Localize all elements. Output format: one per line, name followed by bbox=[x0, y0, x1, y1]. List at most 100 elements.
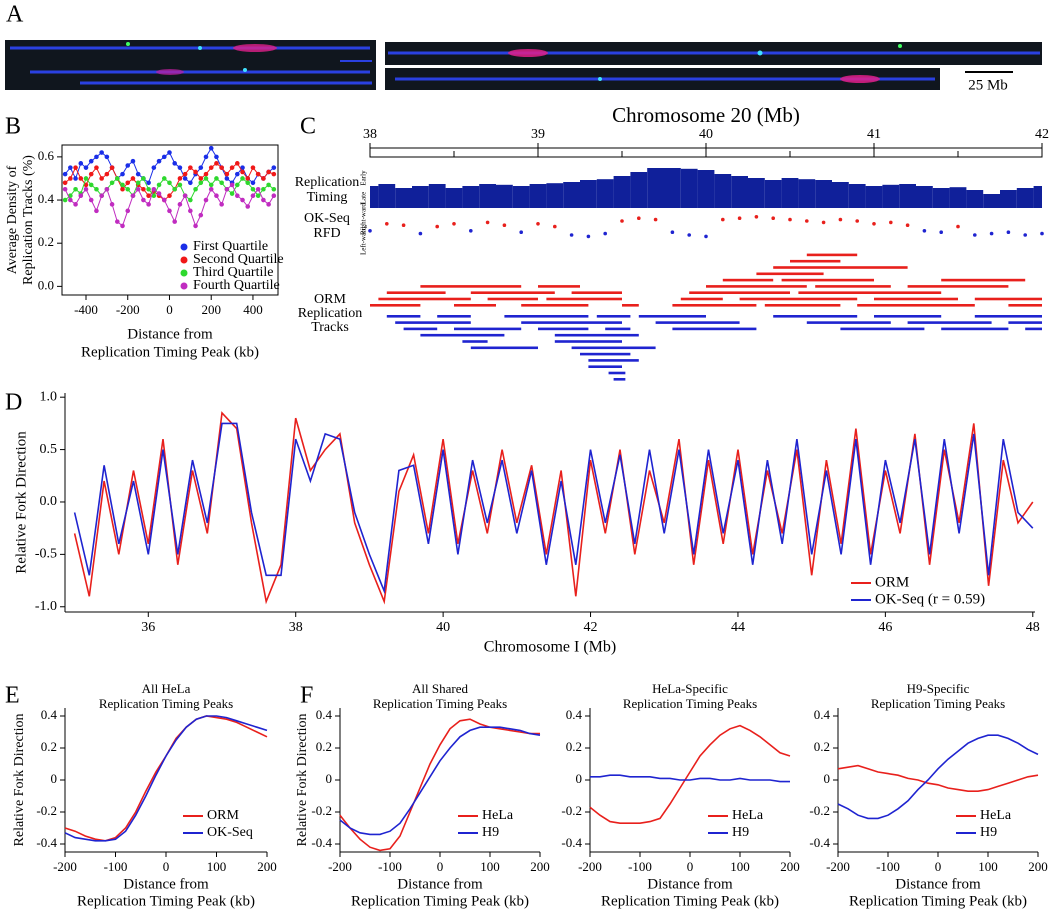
replication-track bbox=[395, 321, 471, 324]
panel-letter: B bbox=[5, 114, 21, 140]
data-point bbox=[156, 191, 162, 196]
data-point bbox=[120, 171, 125, 177]
y-tick-label: 0.4 bbox=[814, 707, 831, 722]
data-point bbox=[68, 197, 73, 203]
data-point bbox=[203, 171, 209, 177]
replication-track bbox=[806, 321, 891, 324]
rfd-point bbox=[788, 217, 792, 222]
rfd-point bbox=[569, 233, 574, 237]
rfd-point bbox=[721, 217, 725, 222]
legend-label: Third Quartile bbox=[193, 265, 273, 280]
y-tick-label: 0.5 bbox=[40, 442, 58, 457]
replication-track bbox=[588, 359, 639, 362]
timing-bar bbox=[949, 187, 967, 208]
y-tick-label: 0.2 bbox=[566, 739, 582, 754]
label-signal bbox=[198, 46, 202, 50]
timing-bar bbox=[546, 183, 564, 208]
timing-bar bbox=[865, 186, 883, 208]
replication-track bbox=[638, 315, 706, 318]
replication-track bbox=[608, 371, 626, 375]
data-point bbox=[135, 186, 141, 192]
data-point bbox=[271, 165, 277, 170]
x-tick-label: 38 bbox=[289, 620, 303, 635]
data-point bbox=[167, 193, 172, 199]
replication-track bbox=[773, 315, 858, 318]
track-axis-label: Late bbox=[360, 192, 368, 204]
data-point bbox=[130, 193, 136, 199]
data-point bbox=[109, 180, 115, 186]
x-tick-label: -200 bbox=[826, 859, 850, 874]
data-point bbox=[177, 176, 183, 181]
x-tick-label: 39 bbox=[531, 127, 545, 142]
legend-label: HeLa bbox=[980, 808, 1012, 823]
replication-track bbox=[596, 315, 631, 318]
replication-track bbox=[487, 297, 538, 301]
replication-track bbox=[907, 321, 992, 324]
series-line bbox=[837, 734, 1039, 820]
y-tick-label: 0 bbox=[326, 771, 333, 786]
x-tick-label: 100 bbox=[480, 859, 500, 874]
y-tick-label: 0.4 bbox=[316, 707, 333, 722]
data-point bbox=[120, 186, 125, 192]
rfd-point bbox=[469, 229, 473, 233]
timing-bar bbox=[882, 184, 900, 208]
replication-track bbox=[1025, 327, 1042, 331]
data-point bbox=[219, 180, 224, 186]
x-tick-label: 200 bbox=[257, 859, 277, 874]
chart-title: Replication Timing Peaks bbox=[99, 696, 233, 711]
replication-track bbox=[622, 304, 639, 307]
x-axis-label: Distance from bbox=[127, 326, 213, 342]
data-point bbox=[167, 180, 172, 186]
data-point bbox=[88, 182, 94, 188]
rfd-point bbox=[670, 230, 675, 234]
replication-track bbox=[571, 346, 656, 350]
replication-track bbox=[756, 272, 824, 276]
data-point bbox=[203, 176, 209, 181]
timing-bar bbox=[899, 184, 916, 208]
plot-frame bbox=[61, 144, 279, 296]
timing-bar bbox=[378, 184, 396, 208]
x-tick-label: 100 bbox=[207, 859, 227, 874]
y-tick-label: -0.5 bbox=[35, 547, 57, 562]
x-tick-label: 200 bbox=[780, 859, 800, 874]
data-point bbox=[219, 202, 224, 207]
x-axis-label: Replication Timing Peak (kb) bbox=[849, 893, 1027, 909]
series-line bbox=[590, 774, 790, 783]
rfd-point bbox=[687, 233, 691, 237]
x-tick-label: 46 bbox=[878, 620, 892, 635]
legend-label: H9 bbox=[732, 825, 749, 840]
data-point bbox=[88, 197, 94, 203]
replication-track bbox=[605, 327, 631, 331]
x-axis-label: Replication Timing Peak (kb) bbox=[81, 344, 259, 360]
replication-track bbox=[764, 304, 841, 307]
replication-track bbox=[521, 321, 622, 324]
data-point bbox=[167, 150, 172, 155]
replication-track bbox=[1008, 321, 1042, 324]
timing-bar bbox=[798, 179, 816, 208]
data-point bbox=[245, 180, 251, 186]
x-tick-label: 36 bbox=[141, 620, 155, 635]
panel-letter: C bbox=[300, 114, 316, 140]
data-point bbox=[208, 165, 214, 170]
data-point bbox=[224, 171, 230, 177]
data-point bbox=[151, 186, 157, 192]
timing-bar bbox=[462, 186, 480, 208]
replication-track bbox=[941, 278, 1026, 282]
x-axis-label: Replication Timing Peak (kb) bbox=[351, 893, 529, 909]
data-point bbox=[141, 176, 146, 181]
chart-title: All Shared bbox=[412, 681, 468, 696]
y-tick-label: 0 bbox=[51, 771, 58, 786]
data-point bbox=[214, 193, 219, 199]
y-tick-label: 0.0 bbox=[38, 277, 54, 292]
data-point bbox=[261, 197, 266, 203]
y-axis-label: Relative Fork Direction bbox=[13, 431, 29, 574]
data-point bbox=[208, 182, 214, 188]
rfd-point bbox=[368, 229, 372, 233]
x-tick-label: 38 bbox=[363, 127, 377, 142]
data-point bbox=[261, 176, 266, 181]
timing-bar bbox=[412, 186, 429, 208]
legend-marker bbox=[180, 243, 188, 251]
data-point bbox=[214, 176, 219, 181]
x-tick-label: -100 bbox=[876, 859, 900, 874]
replication-track bbox=[672, 327, 757, 331]
